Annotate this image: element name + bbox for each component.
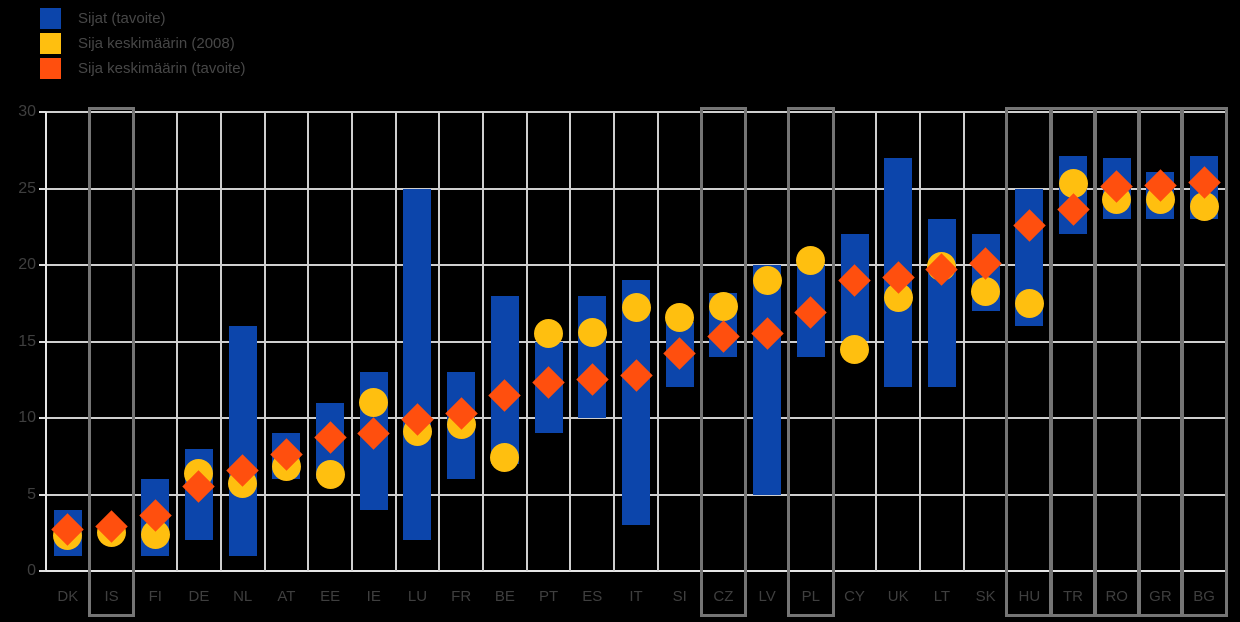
highlight-box	[699, 107, 748, 617]
y-axis-tick	[39, 570, 46, 572]
x-axis-label: IE	[366, 588, 381, 605]
x-axis-label: SK	[975, 588, 996, 605]
x-axis-label: LV	[758, 588, 776, 605]
x-axis-label: FR	[451, 588, 472, 605]
marker-circle-2008	[665, 302, 695, 332]
x-axis-label: GR	[1149, 588, 1172, 605]
y-axis-label: 0	[27, 562, 36, 579]
gridline-vertical	[307, 112, 310, 571]
gridline-horizontal	[46, 264, 1226, 266]
legend-swatch-yellow	[40, 33, 61, 54]
legend-item-range: Sijat (tavoite)	[40, 8, 166, 29]
y-axis-tick	[39, 493, 46, 496]
highlight-box	[786, 107, 835, 617]
gridline-vertical	[438, 112, 441, 571]
x-axis-label: PT	[539, 588, 559, 605]
x-axis-label: IS	[104, 588, 119, 605]
gridline-vertical	[482, 112, 485, 571]
x-axis-label: AT	[277, 588, 296, 605]
y-axis-tick	[39, 187, 46, 190]
x-axis-label: TR	[1063, 588, 1084, 605]
x-axis-label: PL	[801, 588, 820, 605]
gridline-horizontal	[46, 187, 1226, 190]
gridline-vertical	[919, 112, 922, 571]
range-bar	[228, 326, 257, 556]
y-axis-tick	[39, 340, 46, 343]
gridline-vertical	[350, 112, 353, 571]
marker-circle-2008	[971, 276, 1001, 306]
highlight-box	[1136, 107, 1185, 617]
y-axis-label: 5	[27, 485, 36, 503]
gridline-vertical	[45, 112, 47, 571]
legend-item-target: Sija keskimäärin (tavoite)	[40, 58, 246, 79]
gridline-vertical	[176, 112, 179, 571]
marker-circle-2008	[1014, 288, 1044, 318]
marker-circle-2008	[577, 317, 607, 347]
range-bar	[578, 295, 607, 418]
range-bar	[927, 219, 956, 388]
x-axis-label: ES	[582, 588, 603, 605]
x-axis-label: LT	[933, 588, 951, 605]
legend-label: Sija keskimäärin (2008)	[78, 35, 235, 52]
highlight-box	[87, 107, 136, 617]
gridline-vertical	[219, 112, 222, 571]
marker-circle-2008	[796, 245, 826, 275]
legend-item-2008: Sija keskimäärin (2008)	[40, 33, 235, 54]
x-axis-label: FI	[148, 588, 162, 605]
legend-swatch-blue	[40, 8, 61, 29]
x-axis-label: NL	[233, 588, 253, 605]
gridline-vertical	[569, 112, 572, 571]
y-axis-label: 15	[18, 332, 36, 350]
x-axis-label: DK	[57, 588, 79, 605]
highlight-box	[1049, 107, 1097, 617]
gridline-horizontal	[46, 570, 1226, 572]
gridline-vertical	[613, 112, 616, 571]
marker-circle-2008	[490, 443, 520, 473]
x-axis-label: LU	[407, 588, 428, 605]
marker-circle-2008	[708, 291, 738, 321]
legend-label: Sijat (tavoite)	[78, 10, 166, 27]
gridline-vertical	[394, 112, 397, 571]
y-axis-tick	[39, 111, 46, 113]
y-axis-label: 10	[18, 409, 36, 426]
gridline-vertical	[656, 112, 659, 571]
x-axis-label: DE	[188, 588, 210, 605]
marker-circle-2008	[315, 460, 345, 490]
marker-circle-2008	[752, 265, 782, 295]
marker-circle-2008	[1058, 169, 1088, 199]
x-axis-label: UK	[887, 588, 909, 605]
y-axis-label: 20	[18, 256, 36, 273]
y-axis-label: 30	[18, 103, 36, 120]
y-axis-tick	[39, 417, 46, 419]
gridline-vertical	[962, 112, 965, 571]
marker-circle-2008	[359, 388, 389, 418]
range-bar	[403, 188, 432, 541]
marker-circle-2008	[840, 334, 870, 364]
x-axis-label: CZ	[713, 588, 734, 605]
x-axis-label: IT	[629, 588, 643, 605]
x-axis-label: BG	[1193, 588, 1215, 605]
gridline-vertical	[525, 112, 528, 571]
y-axis-tick	[39, 264, 46, 266]
legend-label: Sija keskimäärin (tavoite)	[78, 60, 246, 77]
marker-circle-2008	[534, 319, 564, 349]
x-axis-label: SI	[672, 588, 687, 605]
highlight-box	[1092, 107, 1141, 617]
x-axis-label: EE	[320, 588, 341, 605]
gridline-vertical	[875, 112, 878, 571]
legend-swatch-orange	[40, 58, 61, 79]
range-bar	[753, 265, 782, 495]
highlight-box	[1005, 107, 1054, 617]
x-axis-label: RO	[1105, 588, 1128, 605]
marker-circle-2008	[621, 293, 651, 323]
x-axis-label: BE	[494, 588, 515, 605]
y-axis-label: 25	[18, 179, 36, 197]
gridline-horizontal	[46, 111, 1226, 113]
x-axis-label: CY	[844, 588, 865, 605]
highlight-box	[1180, 107, 1228, 617]
gridline-vertical	[263, 112, 266, 571]
x-axis-label: HU	[1018, 588, 1041, 605]
